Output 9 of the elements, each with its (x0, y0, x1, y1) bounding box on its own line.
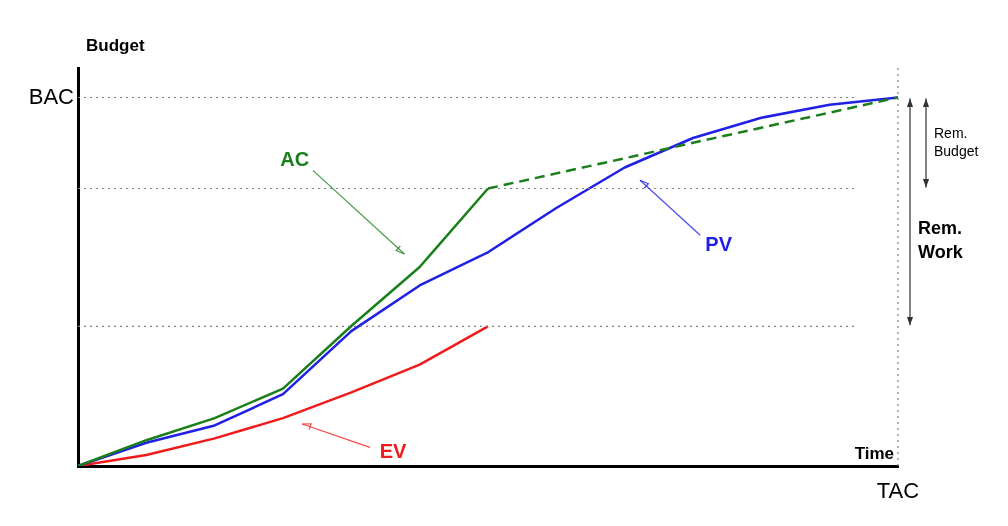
text: EV (379, 439, 407, 462)
text: Rem. Budget (934, 124, 979, 159)
text: Rem. Work (918, 218, 964, 263)
y-axis-title: Budget (86, 35, 145, 55)
x-axis-title: Time (854, 443, 894, 463)
text: PV (705, 233, 733, 256)
text: TAC (876, 478, 920, 504)
ref-line-label: BAC (28, 83, 75, 109)
text: AC (280, 147, 310, 170)
